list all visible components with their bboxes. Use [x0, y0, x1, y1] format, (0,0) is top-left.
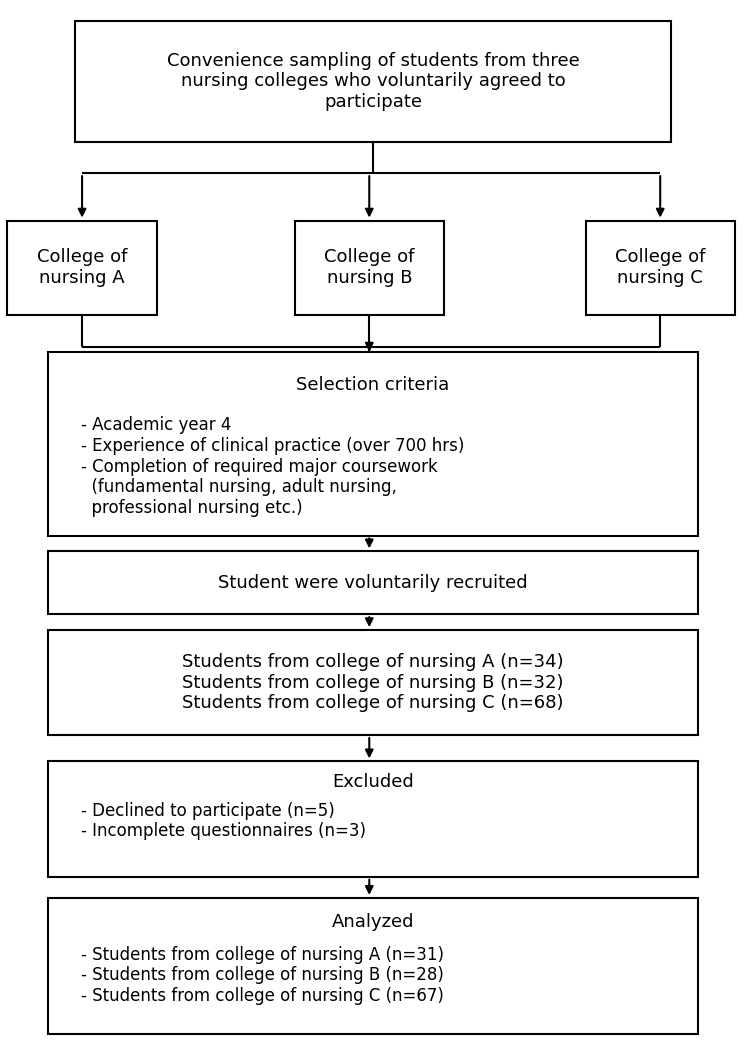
Text: - Academic year 4
- Experience of clinical practice (over 700 hrs)
- Completion : - Academic year 4 - Experience of clinic…	[81, 416, 464, 518]
Text: Students from college of nursing A (n=34)
Students from college of nursing B (n=: Students from college of nursing A (n=34…	[182, 653, 564, 712]
Text: Student were voluntarily recruited: Student were voluntarily recruited	[218, 573, 528, 592]
Text: - Declined to participate (n=5)
- Incomplete questionnaires (n=3): - Declined to participate (n=5) - Incomp…	[81, 802, 366, 840]
FancyBboxPatch shape	[75, 21, 671, 142]
FancyBboxPatch shape	[295, 220, 444, 315]
Text: Selection criteria: Selection criteria	[296, 376, 450, 394]
FancyBboxPatch shape	[48, 630, 698, 735]
Text: College of
nursing C: College of nursing C	[615, 249, 706, 287]
FancyBboxPatch shape	[586, 220, 735, 315]
FancyBboxPatch shape	[48, 551, 698, 614]
FancyBboxPatch shape	[48, 898, 698, 1034]
FancyBboxPatch shape	[7, 220, 157, 315]
FancyBboxPatch shape	[48, 352, 698, 536]
Text: - Students from college of nursing A (n=31)
- Students from college of nursing B: - Students from college of nursing A (n=…	[81, 945, 444, 1005]
Text: Analyzed: Analyzed	[332, 914, 414, 931]
Text: Convenience sampling of students from three
nursing colleges who voluntarily agr: Convenience sampling of students from th…	[166, 51, 580, 111]
Text: College of
nursing A: College of nursing A	[37, 249, 128, 287]
Text: Excluded: Excluded	[332, 773, 414, 791]
FancyBboxPatch shape	[48, 761, 698, 877]
Text: College of
nursing B: College of nursing B	[324, 249, 415, 287]
